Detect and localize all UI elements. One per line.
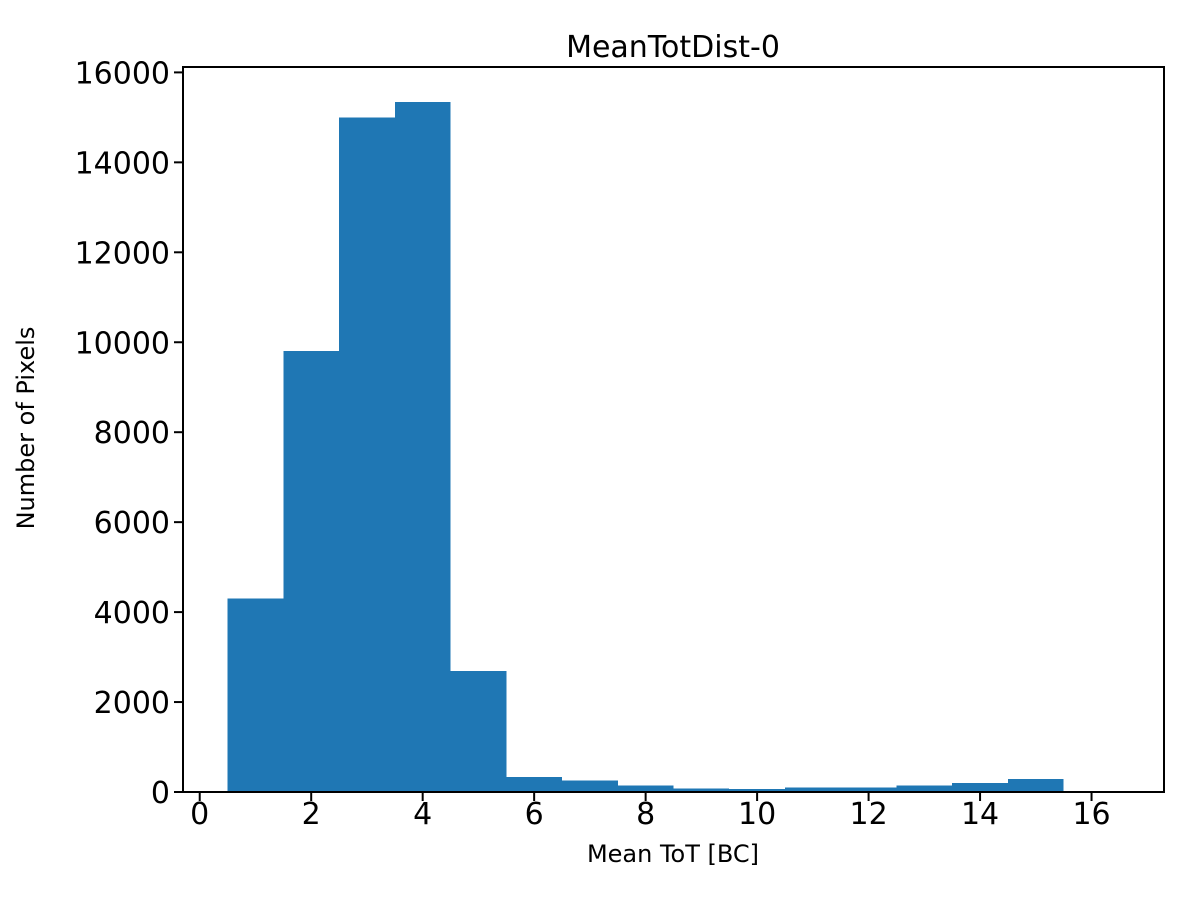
- y-tick-label: 4000: [94, 596, 170, 631]
- y-tick-label: 16000: [75, 56, 170, 91]
- histogram-bar: [840, 787, 897, 792]
- y-tick-label: 0: [151, 776, 170, 811]
- histogram-bar: [952, 783, 1008, 792]
- x-tick-label: 4: [413, 797, 432, 832]
- histogram-bar: [283, 351, 340, 792]
- x-tick-label: 8: [636, 797, 655, 832]
- histogram-bar: [896, 785, 953, 792]
- histogram-bar: [227, 598, 284, 792]
- x-tick-label: 16: [1072, 797, 1110, 832]
- y-axis-label: Number of Pixels: [12, 327, 40, 530]
- x-axis-label: Mean ToT [BC]: [587, 840, 759, 868]
- histogram-bar: [450, 671, 507, 792]
- axes-spines: [182, 66, 1165, 793]
- histogram-bar: [784, 787, 841, 792]
- y-tick-label: 14000: [75, 146, 170, 181]
- y-tick-label: 10000: [75, 326, 170, 361]
- x-tick-label: 12: [849, 797, 887, 832]
- histogram-bar: [1007, 778, 1064, 792]
- y-tick-label: 12000: [75, 236, 170, 271]
- y-tick-label: 8000: [94, 416, 170, 451]
- histogram-bar: [339, 117, 395, 793]
- histogram-bar: [729, 788, 785, 792]
- x-tick-label: 2: [302, 797, 321, 832]
- x-tick-label: 6: [525, 797, 544, 832]
- histogram-bar: [506, 777, 563, 792]
- x-tick-label: 10: [738, 797, 776, 832]
- plot-area: 0 2 4 6 8 10 12 14 16 0 2000 4000 6000 8000 10000 12000…: [75, 56, 1165, 832]
- chart-title: MeanTotDist-0: [566, 30, 780, 65]
- histogram-bar: [673, 788, 730, 792]
- y-tick-label: 2000: [94, 686, 170, 721]
- x-tick-label: 0: [190, 797, 209, 832]
- y-tick-label: 6000: [94, 506, 170, 541]
- histogram-bar: [562, 780, 618, 792]
- histogram-bar: [617, 785, 674, 792]
- histogram-bar: [394, 102, 451, 792]
- x-tick-label: 14: [961, 797, 999, 832]
